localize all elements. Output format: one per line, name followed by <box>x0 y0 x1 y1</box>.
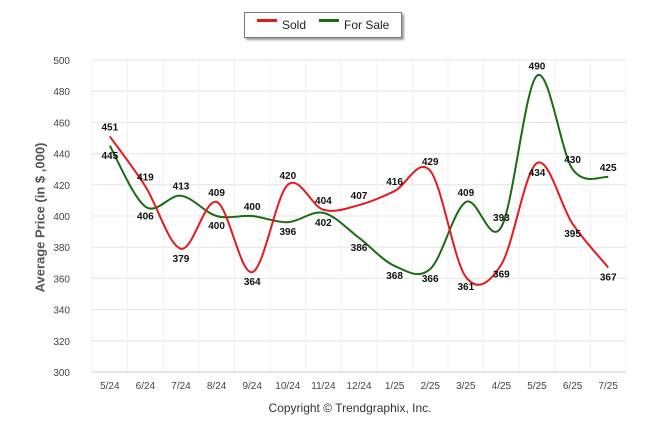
y-tick-label: 480 <box>53 87 70 98</box>
y-axis-title: Average Price (in $ ,000) <box>32 142 48 293</box>
x-tick-label: 5/24 <box>100 381 120 392</box>
x-tick-label: 12/24 <box>346 381 371 392</box>
legend-label-for-sale: For Sale <box>344 18 390 32</box>
legend-swatch-for-sale <box>319 19 339 22</box>
data-label-for-sale: 490 <box>529 62 546 73</box>
data-label-for-sale: 413 <box>173 182 190 193</box>
data-label-sold: 429 <box>422 157 439 168</box>
x-tick-label: 4/25 <box>492 381 512 392</box>
x-tick-label: 3/25 <box>456 381 476 392</box>
data-label-for-sale: 430 <box>564 155 581 166</box>
x-tick-label: 8/24 <box>207 381 227 392</box>
data-label-for-sale: 445 <box>101 151 118 162</box>
y-tick-label: 460 <box>53 118 70 129</box>
x-tick-label: 6/25 <box>563 381 583 392</box>
data-label-for-sale: 366 <box>422 274 439 285</box>
x-tick-label: 1/25 <box>385 381 405 392</box>
data-label-sold: 395 <box>564 229 581 240</box>
data-label-sold: 361 <box>457 282 474 293</box>
copyright-text: Copyright © Trendgraphix, Inc. <box>268 401 432 415</box>
data-label-sold: 379 <box>173 254 190 265</box>
y-tick-label: 420 <box>53 181 70 192</box>
y-axis: 300 320 340 360 380 400 420 440 460 480 500 <box>53 56 70 379</box>
data-label-for-sale: 402 <box>315 218 332 229</box>
grid <box>91 59 627 373</box>
data-label-sold: 367 <box>600 272 617 283</box>
y-tick-label: 360 <box>53 274 70 285</box>
data-label-sold: 420 <box>279 171 296 182</box>
data-label-for-sale: 400 <box>208 221 225 232</box>
data-label-sold: 419 <box>137 172 154 183</box>
series-lines <box>108 74 609 286</box>
data-label-for-sale: 409 <box>457 188 474 199</box>
series-line-for-sale <box>108 74 609 276</box>
y-tick-label: 340 <box>53 306 70 317</box>
data-label-sold: 451 <box>101 122 118 133</box>
x-tick-label: 11/24 <box>311 381 336 392</box>
x-tick-label: 2/25 <box>420 381 440 392</box>
legend: Sold For Sale <box>244 12 402 38</box>
legend-swatch-sold <box>257 19 277 22</box>
x-tick-label: 9/24 <box>242 381 262 392</box>
legend-label-sold: Sold <box>282 18 307 32</box>
x-tick-label: 6/24 <box>136 381 156 392</box>
data-label-sold: 407 <box>351 191 368 202</box>
data-label-for-sale: 393 <box>493 213 510 224</box>
data-label-sold: 409 <box>208 188 225 199</box>
data-label-for-sale: 386 <box>351 243 368 254</box>
y-tick-label: 400 <box>53 212 70 223</box>
data-label-sold: 404 <box>315 196 332 207</box>
data-label-sold: 416 <box>386 177 403 188</box>
x-axis: 5/24 6/24 7/24 8/24 9/24 10/24 11/24 12/24 1/25 2… <box>100 381 618 392</box>
x-tick-label: 5/25 <box>527 381 547 392</box>
data-label-sold: 434 <box>529 168 546 179</box>
y-tick-label: 500 <box>53 56 70 67</box>
y-tick-label: 300 <box>53 368 70 379</box>
data-label-sold: 369 <box>493 269 510 280</box>
data-label-sold: 364 <box>244 277 261 288</box>
y-tick-label: 380 <box>53 243 70 254</box>
x-tick-label: 7/25 <box>598 381 618 392</box>
data-label-for-sale: 425 <box>600 163 617 174</box>
data-labels: 451 419 379 409 364 420 404 407 416 429 361 369 434 3… <box>101 62 617 293</box>
data-label-for-sale: 406 <box>137 212 154 223</box>
data-label-for-sale: 400 <box>244 202 261 213</box>
x-tick-label: 10/24 <box>275 381 300 392</box>
data-label-for-sale: 368 <box>386 271 403 282</box>
y-tick-label: 320 <box>53 337 70 348</box>
data-label-for-sale: 396 <box>279 227 296 238</box>
series-line-sold <box>108 135 609 286</box>
y-tick-label: 440 <box>53 150 70 161</box>
x-tick-label: 7/24 <box>171 381 191 392</box>
